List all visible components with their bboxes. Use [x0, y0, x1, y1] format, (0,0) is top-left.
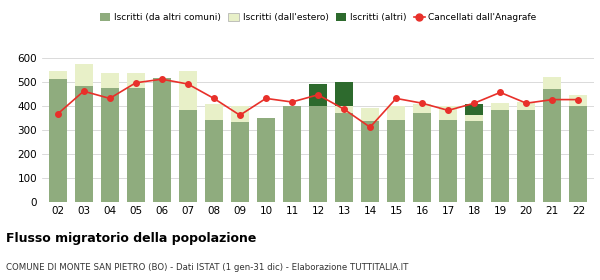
Text: COMUNE DI MONTE SAN PIETRO (BO) - Dati ISTAT (1 gen-31 dic) - Elaborazione TUTTI: COMUNE DI MONTE SAN PIETRO (BO) - Dati I…: [6, 263, 409, 272]
Bar: [127, 88, 145, 202]
Bar: [569, 106, 587, 202]
Bar: [413, 113, 431, 202]
Bar: [361, 108, 379, 121]
Bar: [49, 79, 67, 202]
Bar: [231, 106, 249, 122]
Bar: [74, 64, 93, 87]
Bar: [491, 110, 509, 202]
Bar: [152, 78, 171, 202]
Bar: [283, 106, 301, 202]
Bar: [413, 104, 431, 113]
Bar: [205, 104, 223, 120]
Bar: [439, 120, 457, 202]
Bar: [465, 121, 484, 202]
Bar: [101, 73, 119, 88]
Bar: [179, 71, 197, 110]
Bar: [465, 115, 484, 121]
Bar: [309, 106, 327, 202]
Bar: [491, 103, 509, 110]
Bar: [387, 120, 405, 202]
Bar: [465, 104, 484, 115]
Bar: [517, 110, 535, 202]
Bar: [439, 106, 457, 120]
Bar: [309, 84, 327, 106]
Bar: [335, 113, 353, 202]
Bar: [127, 73, 145, 88]
Text: Flusso migratorio della popolazione: Flusso migratorio della popolazione: [6, 232, 256, 245]
Bar: [49, 71, 67, 79]
Bar: [335, 81, 353, 106]
Bar: [179, 110, 197, 202]
Bar: [335, 106, 353, 113]
Legend: Iscritti (da altri comuni), Iscritti (dall'estero), Iscritti (altri), Cancellati: Iscritti (da altri comuni), Iscritti (da…: [96, 10, 540, 26]
Bar: [257, 118, 275, 202]
Bar: [205, 120, 223, 202]
Bar: [387, 106, 405, 120]
Bar: [569, 95, 587, 106]
Bar: [517, 102, 535, 110]
Bar: [101, 88, 119, 202]
Bar: [231, 122, 249, 202]
Bar: [543, 89, 562, 202]
Bar: [543, 77, 562, 89]
Bar: [361, 121, 379, 202]
Bar: [74, 87, 93, 202]
